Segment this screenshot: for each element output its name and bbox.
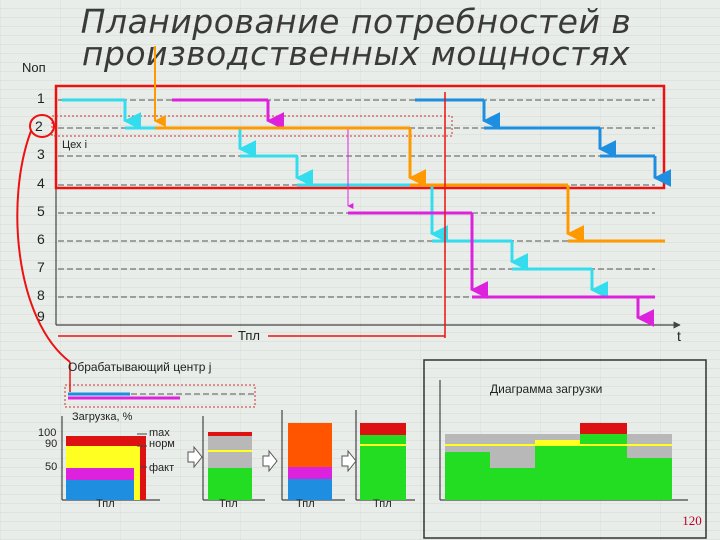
load-axis-label: Загрузка, % (72, 411, 133, 423)
row-label-2: 2 (35, 118, 43, 134)
norm-label: норм (149, 438, 175, 450)
load-diagram-box (423, 359, 707, 539)
load-chart-3 (281, 410, 345, 501)
row-label-4: 4 (37, 175, 45, 191)
row-2-frame (51, 115, 453, 137)
tick-50: 50 (45, 461, 58, 473)
curved-pointer (16, 130, 71, 363)
row-label-5: 5 (37, 203, 45, 219)
page-title-line-2: производственных мощностях (81, 34, 631, 73)
time-axis-label: t (677, 328, 681, 344)
shop-frame (54, 84, 666, 190)
job-blue (415, 98, 672, 187)
fact-label: факт (149, 462, 175, 474)
transition-arrows (187, 445, 357, 473)
page-title-line-1: Планирование потребностей в (80, 2, 632, 41)
row-label-3: 3 (37, 146, 45, 162)
row-guides (58, 99, 655, 298)
bottom-tpl-4: Тпл (373, 498, 392, 510)
job-orange (153, 46, 665, 243)
row-2-highlight (29, 114, 55, 138)
tpl-label: Тпл (238, 328, 260, 343)
load-diagram-label: Диаграмма загрузки (490, 382, 603, 396)
shop-label: Цех i (62, 139, 88, 151)
max-label: max (149, 427, 170, 439)
row-label-6: 6 (37, 231, 45, 247)
row-label-7: 7 (37, 259, 45, 275)
page-number: 120 (682, 513, 702, 528)
load-chart-4 (355, 410, 415, 501)
operation-number-label: Nоп (22, 60, 46, 75)
bottom-tpl-2: Тпл (219, 498, 238, 510)
load-chart-1 (61, 416, 160, 501)
row-label-8: 8 (37, 287, 45, 303)
row-label-9: 9 (37, 308, 45, 324)
work-center-label: Обрабатывающий центр j (68, 360, 212, 374)
work-center-lines (64, 384, 256, 408)
row-label-1: 1 (37, 90, 45, 106)
load-chart-2 (202, 416, 265, 501)
job-magenta (172, 98, 655, 327)
bottom-tpl-1: Тпл (96, 498, 115, 510)
bottom-tpl-3: Тпл (296, 498, 315, 510)
tick-90: 90 (45, 438, 58, 450)
tick-100: 100 (38, 427, 57, 439)
job-cyan (62, 98, 609, 299)
